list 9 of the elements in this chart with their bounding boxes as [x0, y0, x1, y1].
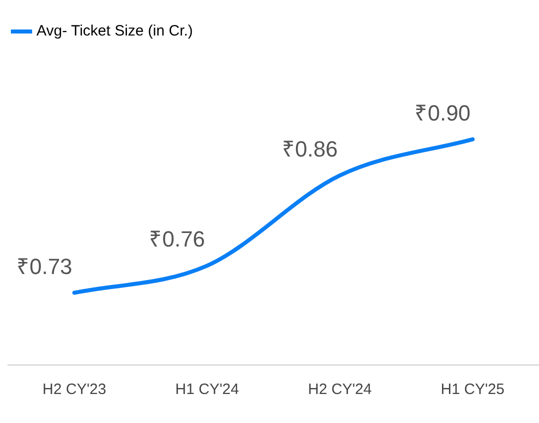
legend-label: Avg- Ticket Size (in Cr.) — [36, 22, 193, 40]
data-label: ₹0.73 — [16, 254, 72, 279]
x-tick-label: H1 CY'25 — [440, 381, 504, 398]
x-tick-label: H2 CY'23 — [42, 381, 106, 398]
data-label: ₹0.90 — [414, 100, 471, 126]
data-label: ₹0.76 — [149, 226, 206, 252]
x-tick-label: H2 CY'24 — [308, 381, 372, 398]
data-label: ₹0.86 — [282, 136, 338, 162]
x-tick-label: H1 CY'24 — [175, 381, 239, 398]
